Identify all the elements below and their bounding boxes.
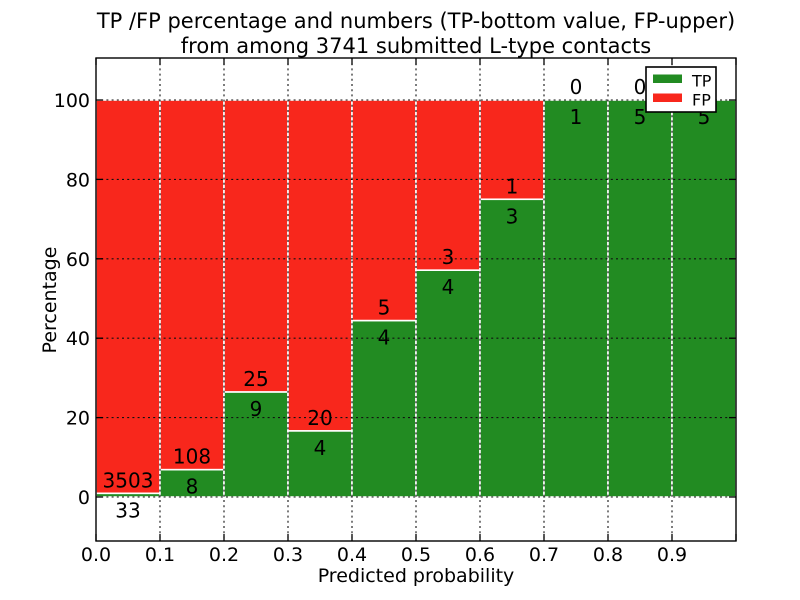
tp-count-label-5: 4 (442, 275, 455, 299)
fp-count-label-6: 1 (506, 174, 519, 198)
fp-bar-segment-5 (415, 99, 481, 271)
chart-title-line2: from among 3741 submitted L-type contact… (181, 34, 651, 58)
x-tick-label-2: 0.2 (209, 544, 239, 566)
legend-swatch-fp (653, 93, 682, 102)
fp-count-label-7: 0 (570, 75, 583, 99)
x-tick-label-5: 0.5 (401, 544, 431, 566)
y-tick-label-1: 20 (66, 408, 90, 430)
tp-count-label-1: 8 (186, 475, 199, 499)
x-tick-label-0: 0.0 (81, 544, 111, 566)
y-tick-label-4: 80 (66, 169, 90, 191)
x-tick-label-4: 0.4 (337, 544, 367, 566)
x-tick-label-1: 0.1 (145, 544, 175, 566)
tp-count-label-4: 4 (378, 326, 391, 350)
tp-bar-segment-7 (543, 99, 609, 498)
fp-count-label-0: 3503 (103, 468, 154, 492)
fp-count-label-2: 25 (243, 367, 268, 391)
legend-label-fp: FP (692, 91, 711, 110)
tp-count-label-6: 3 (506, 204, 519, 228)
x-tick-label-7: 0.7 (529, 544, 559, 566)
y-tick-label-3: 60 (66, 249, 90, 271)
fp-bar-segment-0 (95, 99, 161, 495)
fp-bar-segment-2 (223, 99, 289, 393)
fp-count-label-5: 3 (442, 245, 455, 269)
tp-count-label-2: 9 (250, 397, 263, 421)
legend-label-tp: TP (691, 72, 712, 91)
x-tick-label-6: 0.6 (465, 544, 495, 566)
y-axis-label: Percentage (39, 247, 61, 354)
fp-bar-segment-4 (351, 99, 417, 322)
fp-count-label-4: 5 (378, 296, 391, 320)
tp-count-label-7: 1 (570, 105, 583, 129)
tp-bar-segment-2 (223, 391, 289, 498)
x-axis-label: Predicted probability (318, 565, 515, 587)
y-tick-label-5: 100 (54, 90, 90, 112)
fp-count-label-8: 0 (634, 75, 647, 99)
fp-count-label-1: 108 (173, 445, 211, 469)
fp-count-label-3: 20 (307, 406, 332, 430)
y-tick-label-2: 40 (66, 328, 90, 350)
tp-count-label-8: 5 (634, 105, 647, 129)
x-tick-label-3: 0.3 (273, 544, 303, 566)
y-tick-label-0: 0 (78, 487, 90, 509)
tp-bar-segment-6 (479, 198, 545, 498)
x-tick-label-9: 0.9 (657, 544, 687, 566)
chart-title-line1: TP /FP percentage and numbers (TP-bottom… (96, 9, 735, 33)
fp-bar-segment-1 (159, 99, 225, 471)
legend-swatch-tp (653, 74, 682, 83)
tp-count-label-3: 4 (314, 436, 327, 460)
x-tick-label-8: 0.8 (593, 544, 623, 566)
fp-bar-segment-6 (479, 99, 545, 201)
fp-bar-segment-3 (287, 99, 353, 432)
tp-bar-segment-5 (415, 269, 481, 498)
tp-bar-segment-8 (607, 99, 673, 498)
tp-bar-segment-9 (671, 99, 737, 498)
tp-count-label-0: 33 (115, 498, 140, 522)
